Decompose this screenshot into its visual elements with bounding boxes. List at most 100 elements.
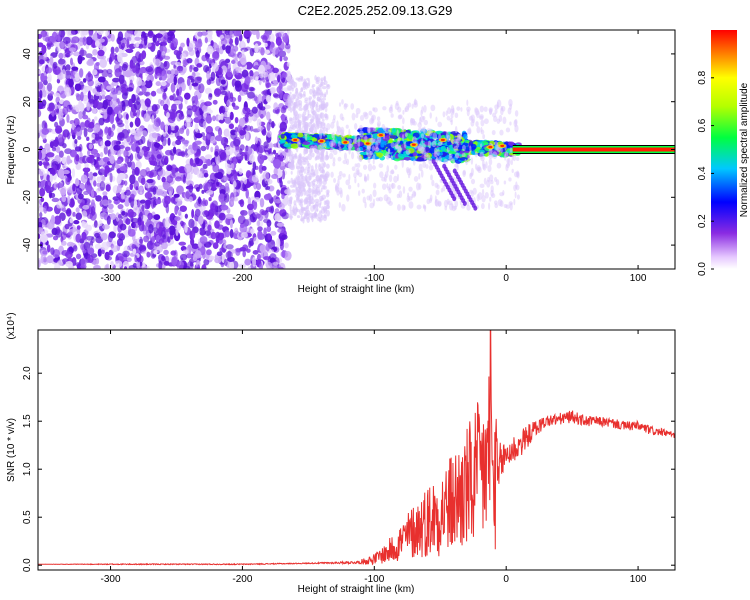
heatmap-cell bbox=[136, 97, 141, 106]
heatmap-cell bbox=[299, 166, 305, 172]
heatmap-cell bbox=[281, 212, 290, 220]
heatmap-cell bbox=[171, 141, 177, 147]
heatmap-cell bbox=[301, 93, 306, 98]
heatmap-cell bbox=[52, 61, 58, 69]
heatmap-cell bbox=[149, 160, 156, 166]
heatmap-cell bbox=[505, 127, 511, 133]
heatmap-cell bbox=[470, 114, 475, 122]
heatmap-cell bbox=[325, 89, 329, 95]
heatmap-cell bbox=[283, 56, 288, 62]
heatmap-cell bbox=[60, 187, 67, 196]
heatmap-cell bbox=[314, 198, 320, 204]
heatmap-cell bbox=[72, 51, 81, 57]
heatmap-cell bbox=[228, 96, 237, 103]
heatmap-cell bbox=[313, 168, 319, 176]
heatmap-cell bbox=[371, 165, 376, 171]
heatmap-cell bbox=[337, 136, 342, 142]
heatmap-cell bbox=[246, 36, 250, 44]
heatmap-cell bbox=[310, 165, 314, 172]
heatmap-cell bbox=[224, 182, 230, 192]
heatmap-cell bbox=[93, 180, 97, 187]
heatmap-cell bbox=[294, 91, 299, 97]
heatmap-cell bbox=[234, 227, 239, 234]
heatmap-cell bbox=[73, 155, 80, 165]
heatmap-cell bbox=[124, 198, 129, 204]
heatmap-cell bbox=[303, 198, 307, 206]
heatmap-cell bbox=[191, 209, 195, 219]
heatmap-cell bbox=[95, 195, 102, 202]
heatmap-cell bbox=[170, 111, 177, 119]
heatmap-cell bbox=[226, 99, 231, 107]
heatmap-cell bbox=[306, 77, 310, 81]
heatmap-cell bbox=[509, 202, 513, 211]
heatmap-cell bbox=[303, 78, 307, 82]
heatmap-cell bbox=[206, 70, 211, 80]
heatmap-cell bbox=[184, 224, 188, 233]
heatmap-cell bbox=[163, 249, 169, 255]
heatmap-cell bbox=[388, 138, 393, 144]
heatmap-cell bbox=[265, 206, 273, 213]
heatmap-cell bbox=[270, 41, 275, 48]
heatmap-cell bbox=[258, 263, 263, 269]
heatmap-cell bbox=[274, 198, 282, 204]
heatmap-cell bbox=[257, 65, 266, 75]
heatmap-cell bbox=[117, 232, 122, 239]
heatmap-cell bbox=[119, 79, 127, 88]
heatmap-cell bbox=[300, 206, 304, 213]
heatmap-cell bbox=[376, 116, 381, 121]
heatmap-cell bbox=[102, 191, 108, 196]
heatmap-cell bbox=[94, 100, 99, 108]
heatmap-cell bbox=[78, 111, 83, 120]
heatmap-cell bbox=[65, 260, 73, 268]
heatmap-cell bbox=[266, 219, 272, 227]
heatmap-cell bbox=[131, 243, 136, 249]
heatmap-cell bbox=[276, 189, 281, 196]
heatmap-cell bbox=[431, 179, 435, 187]
heatmap-cell bbox=[72, 104, 76, 110]
heatmap-cell bbox=[63, 156, 68, 167]
heatmap-cell bbox=[319, 131, 323, 140]
heatmap-cell bbox=[299, 75, 304, 80]
heatmap-cell bbox=[297, 175, 301, 181]
heatmap-cell bbox=[347, 184, 352, 190]
heatmap-cell bbox=[72, 211, 76, 217]
heatmap-cell bbox=[216, 251, 223, 257]
heatmap-cell bbox=[87, 79, 94, 87]
heatmap-cell bbox=[53, 92, 61, 98]
heatmap-cell bbox=[432, 132, 438, 141]
heatmap-cell bbox=[144, 98, 151, 107]
heatmap-cell bbox=[178, 241, 187, 246]
heatmap-cell bbox=[126, 135, 131, 143]
heatmap-cell bbox=[267, 233, 272, 241]
heatmap-cell bbox=[290, 84, 296, 90]
heatmap-cell bbox=[206, 158, 212, 167]
heatmap-cell bbox=[253, 212, 259, 218]
heatmap-cell bbox=[511, 154, 514, 161]
heatmap-cell bbox=[287, 99, 293, 104]
heatmap-cell bbox=[310, 126, 314, 134]
heatmap-cell bbox=[87, 98, 96, 105]
heatmap-cell bbox=[489, 196, 492, 202]
heatmap-cell bbox=[310, 205, 315, 212]
heatmap-cell bbox=[341, 99, 344, 105]
heatmap-cell bbox=[145, 265, 150, 269]
heatmap-cell bbox=[397, 185, 402, 190]
heatmap-cell bbox=[42, 256, 48, 263]
heatmap-cell bbox=[282, 105, 288, 110]
heatmap-cell bbox=[309, 88, 313, 95]
heatmap-cell bbox=[240, 40, 245, 48]
heatmap-cell bbox=[497, 199, 503, 207]
heatmap-cell bbox=[234, 36, 239, 46]
heatmap-cell bbox=[103, 111, 108, 120]
heatmap-cell bbox=[104, 126, 109, 134]
heatmap-cell bbox=[345, 179, 351, 186]
heatmap-cell bbox=[142, 32, 149, 38]
heatmap-cell bbox=[110, 33, 115, 42]
heatmap-cell bbox=[138, 186, 144, 192]
heatmap-cell bbox=[252, 161, 257, 171]
heatmap-cell bbox=[450, 139, 455, 144]
heatmap-cell bbox=[225, 44, 232, 54]
heatmap-cell bbox=[263, 194, 272, 200]
heatmap-cell bbox=[318, 202, 322, 209]
heatmap-cell bbox=[148, 223, 154, 234]
